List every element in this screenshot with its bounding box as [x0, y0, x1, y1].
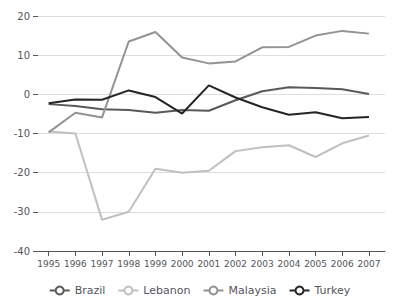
svg-text:-30: -30: [14, 206, 30, 217]
svg-text:20: 20: [17, 11, 30, 22]
svg-text:2007: 2007: [358, 259, 381, 269]
svg-text:2002: 2002: [224, 259, 247, 269]
svg-text:Brazil: Brazil: [75, 284, 106, 297]
svg-text:Malaysia: Malaysia: [228, 284, 276, 297]
svg-text:2003: 2003: [251, 259, 274, 269]
svg-text:2001: 2001: [197, 259, 220, 269]
svg-text:1997: 1997: [91, 259, 114, 269]
svg-text:1998: 1998: [117, 259, 140, 269]
svg-text:2004: 2004: [277, 259, 300, 269]
svg-text:Turkey: Turkey: [314, 284, 351, 297]
svg-text:10: 10: [17, 50, 30, 61]
svg-text:2000: 2000: [171, 259, 194, 269]
svg-text:-10: -10: [14, 128, 30, 139]
svg-text:2006: 2006: [331, 259, 354, 269]
svg-text:2005: 2005: [304, 259, 327, 269]
svg-text:1999: 1999: [144, 259, 167, 269]
svg-text:0: 0: [24, 89, 30, 100]
svg-text:Lebanon: Lebanon: [143, 284, 190, 297]
svg-text:1996: 1996: [64, 259, 87, 269]
svg-text:1995: 1995: [37, 259, 60, 269]
svg-text:-40: -40: [14, 246, 30, 257]
svg-text:-20: -20: [14, 167, 30, 178]
